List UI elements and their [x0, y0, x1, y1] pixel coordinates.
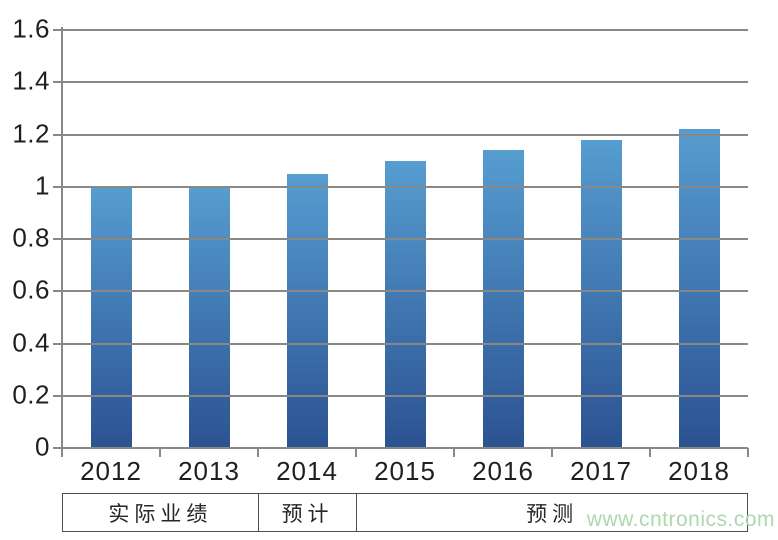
gridline-y-0.8: [62, 238, 748, 240]
x-axis-label-2012: 2012: [80, 456, 142, 486]
gridline-y-1.2: [62, 133, 748, 136]
y-axis-tick: [53, 290, 62, 293]
phase-table: 实际业绩 预计 预测: [62, 493, 748, 532]
x-axis-label-2018: 2018: [668, 456, 730, 486]
watermark: www.cntronics.com: [586, 508, 775, 531]
bar-2014: [286, 173, 328, 448]
y-axis-line: [61, 27, 63, 449]
bar-2013: [188, 186, 230, 448]
x-axis-label-2014: 2014: [276, 456, 338, 486]
gridline-y-0.2: [62, 394, 748, 397]
x-axis-tick: [747, 448, 749, 457]
phase-cell: 预测: [357, 493, 748, 532]
x-axis-tick: [649, 448, 651, 457]
gridline-y-1: [62, 185, 748, 188]
bar-2012: [90, 186, 132, 448]
gridline-y-1.4: [62, 81, 748, 84]
gridline-y-0.4: [62, 342, 748, 345]
y-axis-tick-label: 0.4: [12, 326, 50, 357]
y-axis-tick-label: 0.6: [12, 274, 50, 305]
y-axis-tick-label: 1.6: [12, 13, 50, 44]
phase-cell: 实际业绩: [62, 493, 259, 532]
y-axis-tick-label: 1.2: [12, 117, 50, 148]
x-axis-tick: [61, 448, 63, 457]
x-axis-label-2016: 2016: [472, 456, 534, 486]
gridline-y-0: [62, 447, 748, 449]
x-axis-label-2017: 2017: [570, 456, 632, 486]
x-axis-tick: [355, 448, 357, 457]
y-axis-tick-label: 1: [35, 170, 50, 201]
gridline-y-0.6: [62, 290, 748, 293]
y-axis-tick: [53, 29, 62, 31]
y-axis-tick: [53, 447, 62, 449]
x-axis-label-2013: 2013: [178, 456, 240, 486]
y-axis-tick-label: 0.8: [12, 222, 50, 253]
x-axis-tick: [453, 448, 455, 457]
y-axis-tick: [53, 185, 62, 188]
y-axis-tick-label: 1.4: [12, 65, 50, 96]
y-axis-tick-label: 0: [35, 431, 50, 462]
y-axis-tick: [53, 238, 62, 240]
y-axis-tick: [53, 133, 62, 136]
y-axis-tick: [53, 342, 62, 345]
x-axis-tick: [159, 448, 161, 457]
phase-cell: 预计: [258, 493, 358, 532]
y-axis-tick: [53, 394, 62, 397]
x-axis-label-2015: 2015: [374, 456, 436, 486]
x-axis-tick: [257, 448, 259, 457]
bar-2016: [482, 150, 524, 448]
gridline-y-1.6: [62, 29, 748, 31]
x-axis-tick: [551, 448, 553, 457]
y-axis-tick: [53, 81, 62, 84]
bar-2018: [678, 129, 720, 448]
y-axis-tick-label: 0.2: [12, 379, 50, 410]
bar-2015: [384, 160, 426, 448]
